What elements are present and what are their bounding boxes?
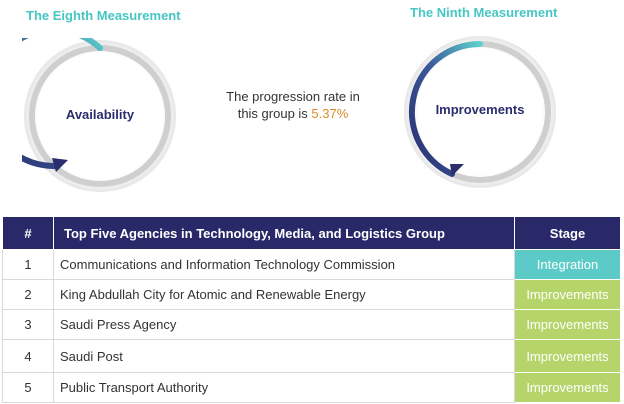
table-row: 2 King Abdullah City for Atomic and Rene… [2, 279, 621, 310]
row-number: 1 [2, 249, 54, 280]
ninth-measurement-title: The Ninth Measurement [410, 5, 558, 20]
agency-name: King Abdullah City for Atomic and Renewa… [53, 279, 515, 310]
progression-rate-value: 5.37% [311, 106, 349, 121]
stage-badge: Integration [514, 249, 621, 280]
progression-rate-prefix: The progression rate in this group is [226, 89, 360, 121]
agency-name: Saudi Post [53, 339, 515, 373]
column-header-agency: Top Five Agencies in Technology, Media, … [53, 216, 515, 250]
stage-badge: Improvements [514, 372, 621, 403]
arrow-icon [52, 158, 68, 172]
row-number: 5 [2, 372, 54, 403]
column-header-number: # [2, 216, 54, 250]
column-header-stage: Stage [514, 216, 621, 250]
agency-name: Communications and Information Technolog… [53, 249, 515, 280]
ninth-measurement-gauge: Improvements [402, 34, 558, 190]
table-row: 4 Saudi Post Improvements [2, 339, 621, 373]
agency-name: Saudi Press Agency [53, 309, 515, 340]
improvements-label: Improvements [435, 102, 525, 117]
stage-badge: Improvements [514, 279, 621, 310]
table-header-row: # Top Five Agencies in Technology, Media… [2, 216, 621, 250]
arrow-icon [450, 164, 464, 176]
stage-badge: Improvements [514, 309, 621, 340]
row-number: 2 [2, 279, 54, 310]
row-number: 4 [2, 339, 54, 373]
row-number: 3 [2, 309, 54, 340]
eighth-measurement-title: The Eighth Measurement [26, 8, 181, 23]
gauge-ring [22, 38, 176, 192]
table-row: 3 Saudi Press Agency Improvements [2, 309, 621, 340]
availability-label: Availability [65, 107, 135, 122]
table-row: 5 Public Transport Authority Improvement… [2, 372, 621, 403]
eighth-measurement-gauge: Availability [22, 38, 178, 194]
gauge-ring [404, 36, 556, 188]
table-row: 1 Communications and Information Technol… [2, 249, 621, 280]
agencies-table: # Top Five Agencies in Technology, Media… [2, 216, 621, 403]
progression-rate-text: The progression rate in this group is 5.… [216, 88, 370, 122]
stage-badge: Improvements [514, 339, 621, 373]
agency-name: Public Transport Authority [53, 372, 515, 403]
